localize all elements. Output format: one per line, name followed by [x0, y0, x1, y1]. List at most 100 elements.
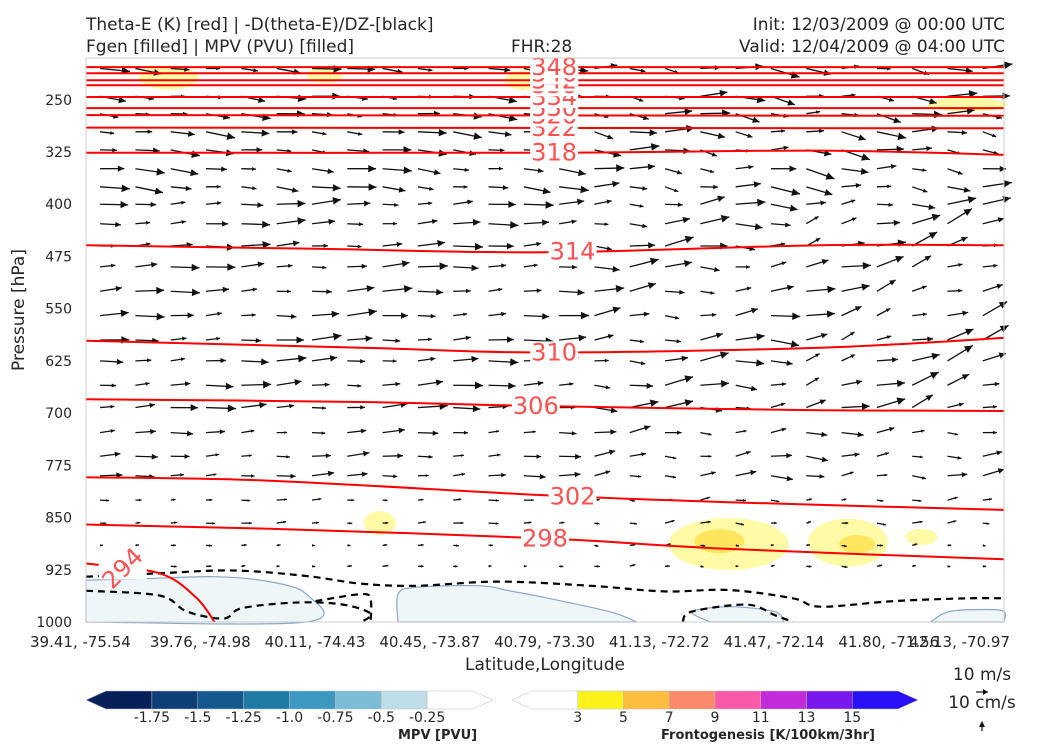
wind-arrow-head — [997, 217, 1005, 223]
wind-arrow-head — [289, 403, 295, 409]
mpv-colorbar-segment — [381, 690, 428, 710]
wind-arrow-head — [258, 96, 266, 103]
wind-arrow-head — [958, 263, 963, 267]
wind-arrow-head — [612, 306, 621, 314]
wind-arrow-head — [819, 399, 826, 405]
wind-arrow-head — [292, 240, 300, 247]
wind-arrow-head — [897, 132, 907, 141]
wind-arrow-head — [774, 521, 777, 525]
wind-arrow-head — [297, 354, 307, 363]
wind-arrow-head — [919, 455, 923, 459]
wind-arrow-head — [284, 431, 288, 434]
wind-arrow-head — [106, 499, 109, 502]
y-tick-label: 850 — [45, 511, 72, 527]
wind-arrow-head — [222, 220, 229, 227]
wind-arrow-head — [671, 519, 675, 523]
wind-arrow-head — [821, 431, 828, 438]
wind-arrow-head — [575, 453, 582, 460]
wind-arrow-head — [151, 453, 158, 460]
x-tick-label: 39.41, -75.54 — [30, 633, 131, 651]
wind-arrow-head — [284, 498, 288, 501]
wind-arrow-head — [947, 565, 951, 568]
wind-arrow-head — [365, 335, 373, 342]
wind-arrow-head — [362, 450, 370, 457]
wind-arrow-head — [357, 244, 362, 249]
wind-arrow-head — [884, 473, 888, 477]
wind-arrow-head — [216, 201, 222, 206]
wind-arrow-head — [921, 285, 927, 290]
wind-arrow-head — [458, 498, 462, 501]
wind-arrow-head — [111, 383, 117, 388]
wind-arrow-head — [999, 165, 1007, 172]
wind-arrow-head — [283, 520, 287, 524]
wind-arrow-head — [221, 166, 227, 172]
wind-arrow-head — [510, 358, 519, 366]
wind-arrow-head — [748, 164, 754, 170]
wind-arrow-head — [325, 453, 331, 459]
wind-arrow-head — [595, 544, 599, 547]
wind-arrow-head — [958, 402, 964, 407]
wind-arrow-head — [808, 521, 811, 524]
wind-arrow-head — [920, 429, 925, 433]
wind-arrow-head — [256, 147, 263, 153]
wind-arrow-head — [297, 199, 306, 208]
wind-arrow-head — [400, 312, 408, 319]
wind-arrow-head — [928, 232, 938, 240]
wind-arrow-head — [368, 308, 377, 317]
wind-arrow-head — [577, 169, 586, 177]
wind-arrow-head — [631, 499, 635, 502]
wind-arrow-head — [115, 285, 122, 292]
wind-arrow-head — [425, 474, 429, 477]
wind-arrow-head — [861, 283, 870, 291]
wind-arrow-head — [100, 544, 103, 547]
wind-arrow-head — [103, 521, 107, 525]
wind-arrow-head — [327, 168, 334, 174]
fgen-colorbar-segment — [623, 690, 670, 710]
mpv-colorbar-tick: -1.0 — [276, 710, 303, 726]
wind-arrow-head — [394, 202, 399, 207]
wind-arrow-head — [488, 564, 492, 568]
wind-arrow-head — [361, 263, 368, 269]
wind-arrow-head — [572, 264, 577, 270]
wind-arrow-head — [323, 243, 328, 248]
wind-arrow-head — [912, 564, 916, 568]
wind-arrow-head — [851, 199, 856, 203]
wind-arrow-head — [438, 129, 447, 137]
wind-arrow-head — [326, 289, 332, 295]
wind-arrow-head — [225, 382, 234, 390]
wind-arrow-head — [472, 218, 481, 226]
wind-arrow-head — [639, 204, 644, 208]
wind-arrow-head — [781, 261, 787, 266]
wind-arrow-head — [428, 454, 433, 459]
wind-arrow-head — [368, 165, 377, 173]
wind-arrow-head — [385, 564, 389, 568]
wind-arrow-head — [474, 381, 484, 390]
wind-arrow-head — [821, 259, 829, 265]
wind-arrow-head — [536, 454, 542, 459]
wind-arrow-head — [174, 521, 177, 524]
wind-arrow-head — [247, 499, 251, 502]
wind-arrow-head — [504, 131, 512, 137]
wind-arrow-head — [953, 520, 957, 523]
y-tick-label: 775 — [45, 458, 72, 474]
wind-arrow-head — [637, 474, 642, 478]
wind-arrow-head — [291, 129, 298, 135]
wind-arrow-head — [145, 381, 150, 386]
wind-arrow-head — [261, 129, 270, 137]
x-axis-label: Latitude,Longitude — [465, 655, 625, 675]
wind-arrow-head — [501, 472, 506, 478]
wind-arrow-head — [711, 471, 716, 476]
wind-arrow-head — [856, 379, 863, 385]
wind-arrow-head — [986, 522, 990, 525]
y-tick-label: 925 — [45, 563, 72, 579]
wind-arrow-head — [895, 255, 904, 263]
wind-arrow-head — [172, 498, 176, 502]
wind-arrow-head — [580, 311, 590, 320]
wind-arrow-head — [786, 360, 793, 366]
mpv-colorbar-tick: -0.75 — [317, 710, 353, 726]
stability-contour — [315, 592, 373, 623]
fgen-colorbar-tick: 3 — [573, 710, 582, 726]
wind-arrow-head — [948, 544, 952, 547]
wind-arrow-head — [608, 449, 616, 455]
